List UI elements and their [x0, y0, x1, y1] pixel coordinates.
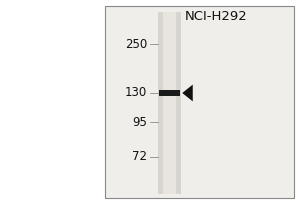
Text: 95: 95 — [132, 116, 147, 129]
Text: 72: 72 — [132, 150, 147, 164]
Text: 130: 130 — [125, 86, 147, 99]
FancyBboxPatch shape — [158, 12, 181, 194]
FancyBboxPatch shape — [105, 6, 294, 198]
FancyBboxPatch shape — [159, 90, 180, 96]
Text: NCI-H292: NCI-H292 — [184, 10, 248, 23]
FancyBboxPatch shape — [163, 12, 176, 194]
Text: 250: 250 — [125, 38, 147, 50]
Polygon shape — [182, 85, 193, 101]
